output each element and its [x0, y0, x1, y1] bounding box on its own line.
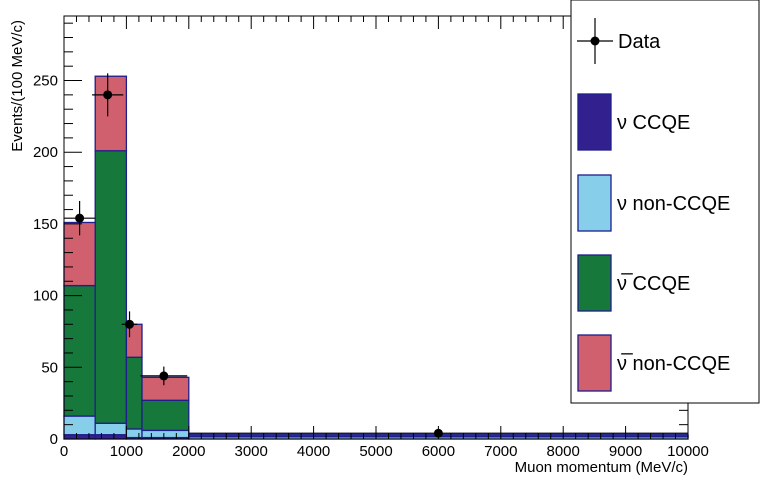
- bar-series-3-bin-1: [94, 75, 128, 152]
- data-point: [125, 319, 135, 329]
- data-point: [433, 428, 443, 438]
- x-tick-label: 0: [60, 443, 68, 460]
- bar-series-1-bin-3: [141, 429, 190, 439]
- bar-series-3-bin-3: [141, 376, 190, 401]
- bar-series-2-bin-3: [141, 399, 190, 432]
- legend-label-data: Data: [618, 31, 661, 53]
- bar-series-1-bin-2: [125, 428, 143, 439]
- x-tick-label: 3000: [235, 443, 268, 460]
- legend-swatch-2: [577, 254, 612, 312]
- bar-series-2-bin-1: [94, 150, 128, 424]
- legend-label-3: ν̅ non-CCQE: [617, 352, 730, 375]
- y-tick-label: 150: [33, 216, 58, 233]
- bar-series-1-bin-1: [94, 422, 128, 436]
- legend-label-1: ν non-CCQE: [617, 193, 730, 215]
- y-tick-label: 50: [41, 359, 58, 376]
- y-axis-title: Events/(100 MeV/c): [9, 20, 26, 152]
- legend-label-0: ν CCQE: [617, 112, 690, 134]
- x-axis: 0 1000 2000 3000 4000 5000 6000 7000 8000 9000 100…: [60, 16, 709, 460]
- legend-swatch-3: [577, 334, 612, 392]
- legend-label-2: ν̅ CCQE: [617, 272, 690, 295]
- y-tick-label: 0: [50, 431, 58, 448]
- x-tick-label: 10000: [667, 443, 709, 460]
- bar-series-2-bin-2: [125, 356, 143, 430]
- x-tick-label: 8000: [547, 443, 580, 460]
- bar-series-3-bin-2: [125, 323, 143, 358]
- legend-data-marker: [590, 36, 600, 46]
- x-tick-label: 5000: [359, 443, 392, 460]
- x-tick-label: 7000: [484, 443, 517, 460]
- data-points: [64, 73, 688, 438]
- x-tick-label: 6000: [422, 443, 455, 460]
- x-axis-title: Muon momentum (MeV/c): [515, 459, 688, 476]
- y-tick-label: 100: [33, 288, 58, 305]
- y-tick-label: 250: [33, 73, 58, 90]
- data-point: [159, 371, 169, 381]
- bar-series-2-bin-0: [63, 284, 96, 417]
- stack-bars: [63, 75, 689, 440]
- x-tick-label: 1000: [110, 443, 143, 460]
- data-point: [103, 90, 113, 100]
- x-tick-label: 9000: [609, 443, 642, 460]
- x-tick-label: 4000: [297, 443, 330, 460]
- legend-swatch-1: [577, 174, 612, 232]
- legend-swatch-0: [577, 93, 612, 151]
- legend: Data ν CCQE ν non-CCQE ν̅ CCQE ν̅ non-CCQE: [570, 0, 760, 404]
- bar-series-1-bin-0: [63, 415, 96, 436]
- x-tick-label: 2000: [172, 443, 205, 460]
- y-tick-label: 200: [33, 144, 58, 161]
- data-point: [75, 213, 85, 223]
